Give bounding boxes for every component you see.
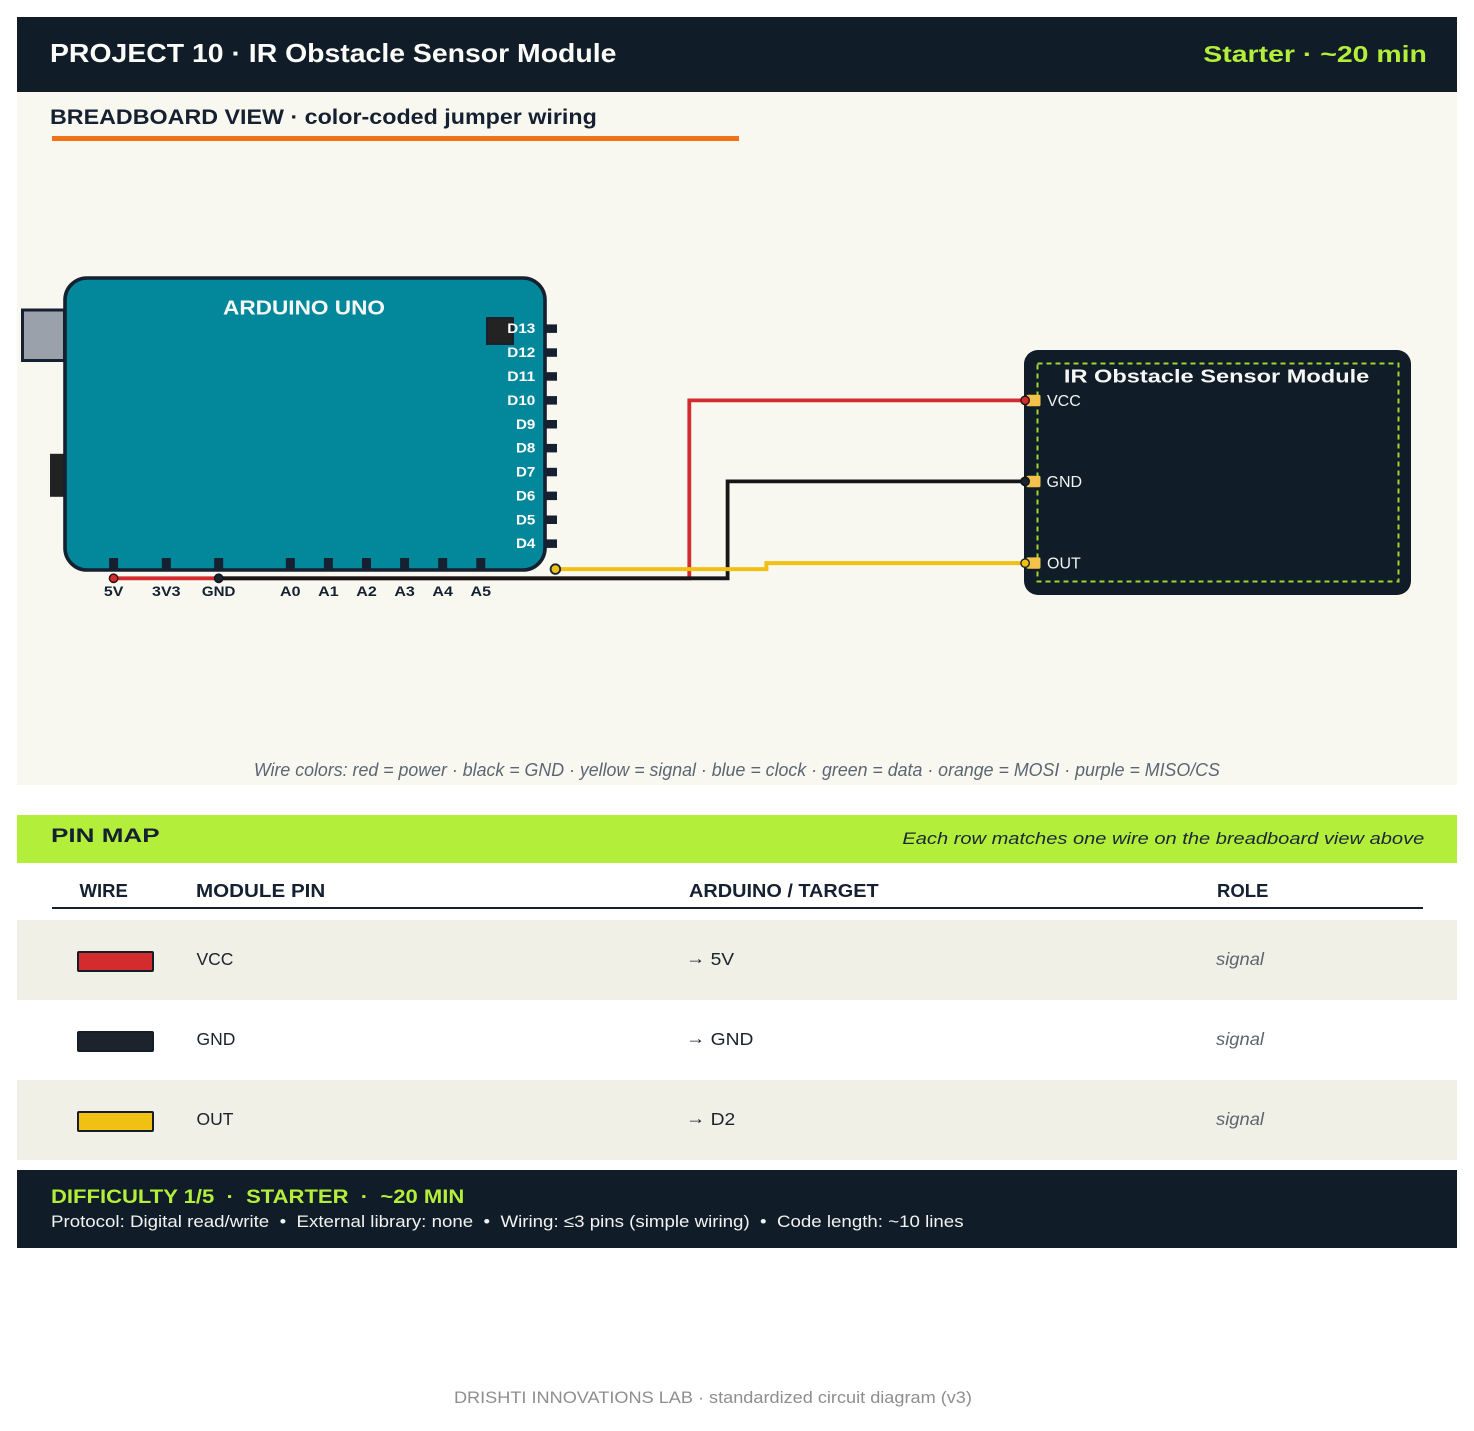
svg-text:D12: D12 (507, 345, 535, 360)
svg-text:3V3: 3V3 (152, 584, 181, 599)
svg-text:GND: GND (1047, 474, 1083, 491)
svg-text:D6: D6 (516, 488, 536, 503)
svg-text:ARDUINO UNO: ARDUINO UNO (223, 298, 385, 320)
svg-text:D4: D4 (516, 536, 536, 551)
svg-text:D9: D9 (516, 417, 535, 432)
svg-text:5V: 5V (104, 584, 124, 599)
svg-text:IR Obstacle Sensor Module: IR Obstacle Sensor Module (1064, 366, 1369, 386)
svg-text:A2: A2 (356, 584, 377, 599)
svg-text:D8: D8 (516, 441, 536, 456)
svg-text:D11: D11 (507, 369, 536, 384)
svg-text:D13: D13 (507, 321, 536, 336)
svg-text:D5: D5 (516, 512, 536, 527)
svg-text:A5: A5 (471, 584, 492, 599)
svg-text:GND: GND (202, 584, 236, 599)
svg-text:A0: A0 (280, 584, 301, 599)
svg-text:VCC: VCC (1047, 393, 1081, 410)
svg-text:D7: D7 (516, 465, 535, 480)
svg-text:OUT: OUT (1047, 556, 1081, 573)
svg-text:D10: D10 (507, 393, 535, 408)
svg-text:A3: A3 (394, 584, 415, 599)
svg-text:A4: A4 (432, 584, 453, 599)
svg-text:A1: A1 (318, 584, 339, 599)
